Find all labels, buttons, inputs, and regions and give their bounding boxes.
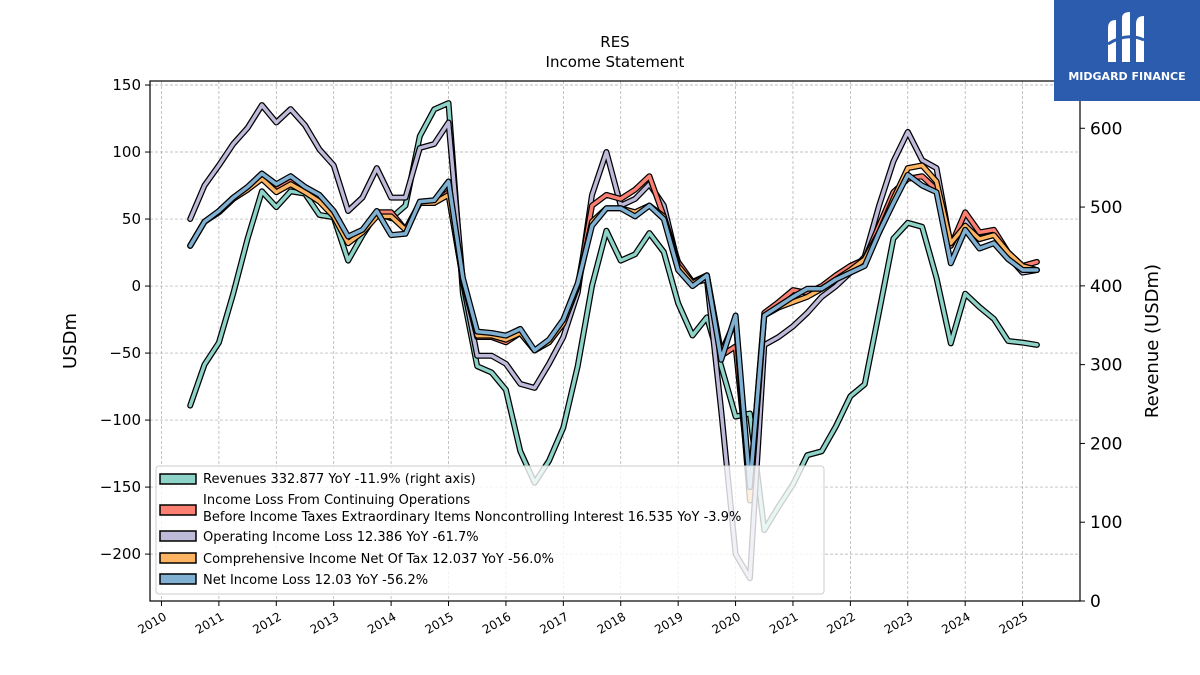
x-tick-label-6: 2016 (480, 609, 513, 636)
y2-tick-label-2: 400 (1090, 277, 1122, 297)
legend-swatch-comprehensive-income (159, 552, 197, 564)
x-tick-label-9: 2019 (652, 609, 685, 636)
plot-frame (149, 80, 1081, 602)
series-line-net-income (188, 171, 1039, 489)
y2-tick-label-5: 100 (1090, 513, 1122, 533)
y2-tick-label-6: 0 (1090, 592, 1101, 612)
legend-swatch-operating-income (159, 530, 197, 542)
y-tick-label-2: 50 (122, 210, 141, 228)
y-tick-label-4: −50 (109, 344, 141, 362)
logo-mark-icon (1107, 12, 1145, 62)
chart-title: RES (600, 33, 629, 51)
x-tick-label-4: 2014 (365, 609, 398, 636)
x-tick-label-11: 2021 (767, 609, 800, 636)
brand-name: MIDGARD FINANCE (1068, 70, 1186, 83)
x-tick-label-2: 2012 (250, 609, 283, 636)
x-tick-label-14: 2024 (939, 609, 972, 636)
y-tick-label-5: −100 (100, 411, 141, 429)
x-tick-label-1: 2011 (193, 609, 226, 636)
x-tick-label-0: 2010 (136, 609, 169, 636)
y2-tick-label-4: 200 (1090, 434, 1122, 454)
chart-subtitle: Income Statement (546, 53, 685, 71)
y2-tick-label-1: 500 (1090, 198, 1122, 218)
y-tick-label-7: −200 (100, 545, 141, 563)
x-tick-label-13: 2023 (882, 609, 915, 636)
legend-swatch-net-income (159, 573, 197, 585)
y2-tick-label-3: 300 (1090, 356, 1122, 376)
legend-swatch-revenues (159, 473, 197, 485)
series-layer (187, 100, 1040, 582)
series-net-income (187, 170, 1040, 491)
legend-label-revenues: Revenues 332.877 YoY -11.9% (right axis) (203, 472, 476, 487)
legend: Revenues 332.877 YoY -11.9% (right axis)… (155, 465, 825, 595)
legend-label-pretax-income-line2: Before Income Taxes Extraordinary Items … (203, 510, 741, 525)
y-tick-label-6: −150 (100, 478, 141, 496)
legend-label-pretax-income-line1: Income Loss From Continuing Operations (203, 493, 470, 508)
brand-logo: MIDGARD FINANCE (1054, 0, 1200, 101)
y-tick-label-1: 100 (112, 143, 141, 161)
right-axis: 600 500 400 300 200 100 0 (1080, 119, 1122, 612)
y-axis-title: USDm (60, 313, 81, 369)
x-tick-label-15: 2025 (997, 609, 1030, 636)
x-axis: 2010 2011 2012 2013 2014 2015 2016 2017 2018 2019… (136, 601, 1030, 637)
series-operating-income (187, 102, 1040, 582)
y-tick-label-3: 0 (131, 277, 141, 295)
legend-label-comprehensive-income: Comprehensive Income Net Of Tax 12.037 Y… (203, 552, 554, 567)
x-tick-label-12: 2022 (824, 609, 857, 636)
legend-label-operating-income: Operating Income Loss 12.386 YoY -61.7% (203, 530, 479, 545)
x-tick-label-3: 2013 (308, 609, 341, 636)
left-axis: 150 100 50 0 −50 −100 −150 −200 (100, 76, 150, 563)
y2-tick-label-0: 600 (1090, 119, 1122, 139)
legend-box (155, 465, 825, 595)
x-tick-label-5: 2015 (423, 609, 456, 636)
x-tick-label-7: 2017 (537, 609, 570, 636)
legend-label-net-income: Net Income Loss 12.03 YoY -56.2% (203, 573, 428, 588)
series-line-operating-income (188, 103, 1039, 580)
y2-axis-title: Revenue (USDm) (1142, 264, 1163, 418)
x-tick-label-10: 2020 (710, 609, 743, 636)
x-tick-label-8: 2018 (595, 609, 628, 636)
y-tick-label-0: 150 (112, 76, 141, 94)
legend-swatch-pretax-income (159, 504, 197, 516)
